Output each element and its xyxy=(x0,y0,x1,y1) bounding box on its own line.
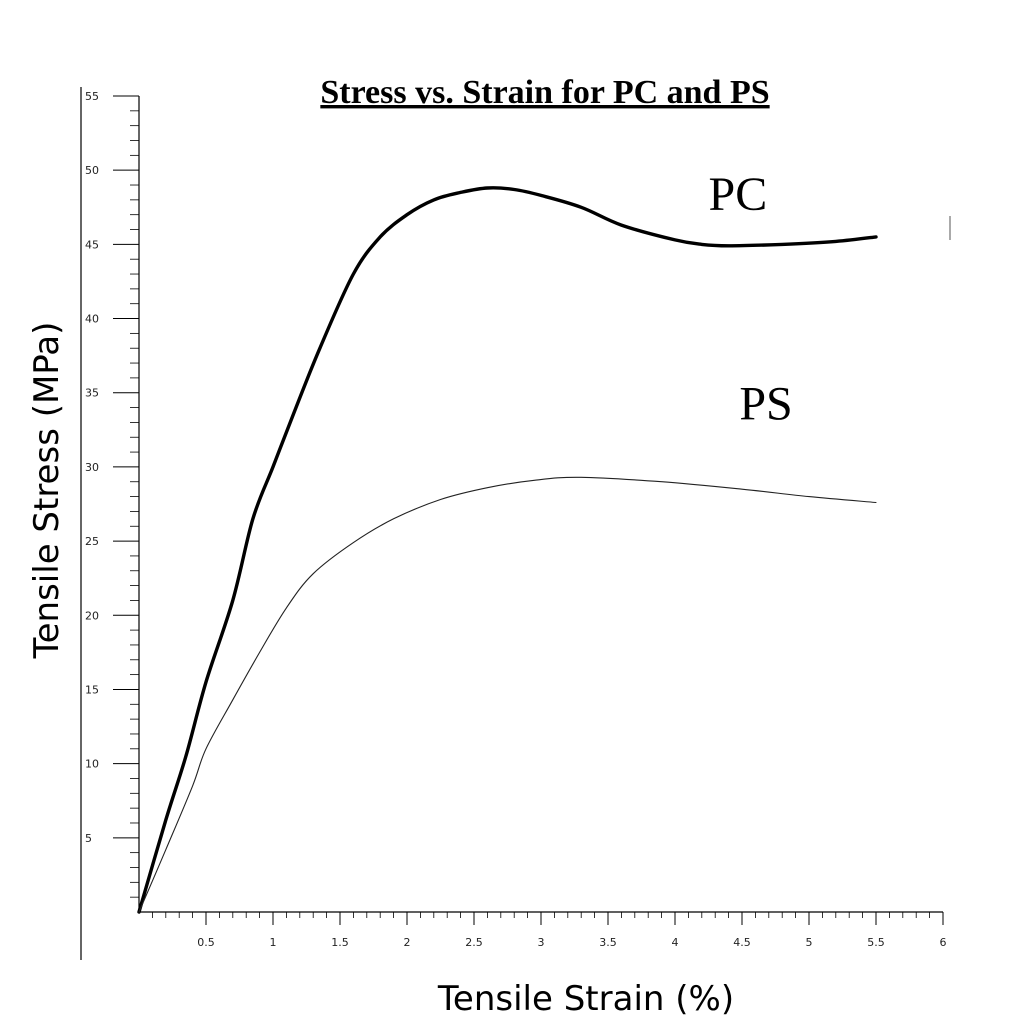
x-tick-label: 1.5 xyxy=(331,936,349,949)
x-tick-label: 4.5 xyxy=(733,936,751,949)
y-tick-label: 5 xyxy=(85,832,92,845)
x-tick-label: 2.5 xyxy=(465,936,483,949)
y-tick-label: 30 xyxy=(85,461,99,474)
y-tick-label: 15 xyxy=(85,683,99,696)
y-axis: 5 10 15 20 25 30 35 40 45 50 55 xyxy=(85,90,140,912)
y-tick-label: 45 xyxy=(85,238,99,251)
x-tick-label: 2 xyxy=(404,936,411,949)
y-axis-label: Tensile Stress (MPa) xyxy=(27,322,67,660)
y-tick-label: 40 xyxy=(85,313,99,326)
y-tick-label: 25 xyxy=(85,535,99,548)
x-tick-label: 5.5 xyxy=(867,936,885,949)
y-tick-label: 55 xyxy=(85,90,99,103)
y-tick-label: 35 xyxy=(85,387,99,400)
annotation-layer: PC PS xyxy=(709,168,793,430)
x-tick-label: 3.5 xyxy=(599,936,617,949)
series-line-pc xyxy=(137,186,878,914)
x-tick-label: 0.5 xyxy=(197,936,215,949)
series-annotation-ps: PS xyxy=(739,377,792,430)
series-line-ps xyxy=(138,476,877,913)
x-axis-label: Tensile Strain (%) xyxy=(437,979,734,1015)
x-tick-label: 6 xyxy=(940,936,947,949)
x-axis: 0.5 1 1.5 2 2.5 3 3.5 4 4.5 5 5.5 6 xyxy=(139,911,947,949)
x-tick-label: 5 xyxy=(806,936,813,949)
series-annotation-pc: PC xyxy=(709,168,768,221)
y-tick-label: 10 xyxy=(85,758,99,771)
x-tick-label: 1 xyxy=(270,936,277,949)
y-tick-label: 50 xyxy=(85,164,99,177)
series-layer xyxy=(137,186,878,914)
chart-title: Stress vs. Strain for PC and PS xyxy=(320,74,769,111)
x-tick-label: 3 xyxy=(538,936,545,949)
y-tick-label: 20 xyxy=(85,609,99,622)
x-tick-label: 4 xyxy=(672,936,679,949)
